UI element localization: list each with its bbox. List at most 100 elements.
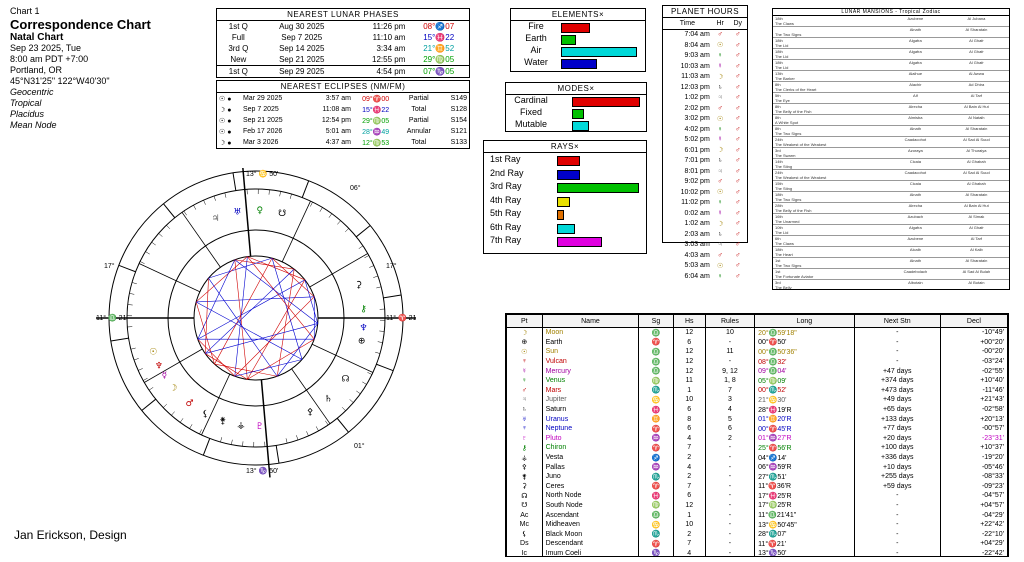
eclipse-position: 15°♓22 [362, 106, 390, 114]
rays-bars: 1st Ray 2nd Ray 3rd Ray 4th Ray 5th Ray 6th R… [484, 153, 646, 248]
day-ruler: ♂ [735, 199, 741, 207]
mansion-arabic: Al Ghafr [969, 60, 984, 65]
mansion-row: 6th Azubene Al Tarf [773, 236, 1009, 241]
planet-row: ☽ Moon ♎ 12 10 20°♎59'18" - -10°49' [506, 327, 1008, 338]
phase-position: 08°♐07 [423, 22, 455, 31]
planet-next-station: +100 days [853, 443, 941, 453]
aspect-line [276, 269, 295, 377]
mansion-arabic: Al Sharatain [965, 258, 988, 263]
planet-glyph: ☊ [506, 491, 543, 501]
degree-tick [148, 387, 154, 391]
planet-hours-title: PLANET HOURS [663, 6, 747, 18]
degree-tick [133, 358, 139, 361]
phase-time: 11:26 pm [372, 22, 406, 31]
mansion-name: The Clerks of the Heart [775, 87, 817, 92]
degree-tick [345, 228, 349, 233]
column-header: Dy [728, 18, 747, 30]
eclipse-saros: S128 [450, 106, 467, 113]
planet-house: 8 [672, 414, 706, 424]
planet-name: Vulcan [541, 356, 640, 367]
chart-info: Chart 1 Correspondence Chart Natal Chart… [10, 6, 151, 131]
planet-hour-row: 3:02 pm ☉ ♂ [663, 114, 747, 125]
planet-house: 6 [672, 404, 706, 415]
planet-sign: ♈ [638, 539, 674, 549]
mansion-name: The Lid [775, 65, 789, 70]
bar [557, 223, 575, 234]
eclipse-position: 29°♍05 [362, 117, 390, 125]
planet-glyph-icon: ⚶ [237, 421, 245, 431]
planet-longitude: 28°♏07' [754, 529, 855, 540]
mansion-name: The Claws [775, 21, 794, 26]
planet-house: 4 [672, 462, 706, 472]
mansion-latin: Cicaia [909, 181, 921, 186]
planet-hour-row: 12:03 pm ♄ ♂ [663, 82, 747, 93]
close-icon[interactable]: × [598, 10, 605, 19]
planet-next-station: - [853, 519, 941, 530]
mansion-name: The Swarm [775, 153, 796, 158]
planet-name: Pallas [541, 462, 640, 472]
eclipse-type: Partial [408, 117, 429, 124]
aspect-line [247, 256, 305, 281]
degree-tick [369, 265, 374, 268]
degree-tick [367, 372, 373, 375]
eclipse-icon: ☽ ● [219, 139, 232, 147]
planet-glyph-icon: ⚳ [355, 281, 362, 291]
phase-date: Sep 21 2025 [279, 55, 325, 64]
planet-glyph-icon: ♃ [212, 214, 220, 224]
phase-time: 12:55 pm [372, 55, 406, 64]
mansion-row: The Claws [773, 241, 1009, 247]
planet-row: Ic Imum Coeli ♑ 4-13°♑50' - -22°42' [506, 548, 1008, 556]
eclipse-saros: S121 [450, 128, 467, 135]
degree-tick [129, 293, 135, 295]
mansion-row: 13th Alaihue Al Awwa [773, 71, 1009, 76]
planet-glyph-icon: ♀ [256, 206, 263, 216]
mansion-row: 1st Caadebolach Al Sad Al Bulah [773, 269, 1009, 274]
degree-tick [279, 191, 281, 197]
phase-position: 15°♓22 [423, 33, 455, 42]
planet-hour-row: 5:03 am ☉ ♂ [663, 261, 747, 272]
degree-tick [139, 261, 145, 264]
hour-ruler: ♄ [717, 230, 723, 238]
degree-tick [325, 420, 329, 426]
bar-row: 1st Ray [484, 153, 646, 167]
day-ruler: ♂ [735, 115, 741, 123]
cusp-label: 11° ♈ 21' [386, 313, 416, 322]
mansion-row: The Sting [773, 164, 1009, 170]
mansion-row: The Lid [773, 65, 1009, 71]
hour-time: 1:02 pm [684, 94, 710, 102]
planet-declination: +20°13' [939, 414, 1008, 424]
column-header: Sg [638, 314, 674, 328]
mansion-row: 24th Caadacohot Al Sad Al Suud [773, 170, 1009, 175]
mansion-row: 18th Algafra Al Ghafr [773, 60, 1009, 65]
eclipse-icon: ☽ ● [219, 106, 232, 114]
aspect-line [204, 278, 209, 354]
hour-ruler: ♀ [717, 125, 723, 133]
mansion-row: 18th Alnath Al Sharatain [773, 192, 1009, 197]
planet-hour-row: 4:03 am ♂ ♂ [663, 250, 747, 261]
elements-bars: Fire Earth Air Water [511, 21, 645, 69]
hour-time: 10:02 pm [680, 188, 710, 196]
degree-tick [362, 381, 367, 385]
mansion-arabic: Ad Dhira [968, 82, 985, 87]
mansion-latin [887, 285, 944, 289]
chart-coords: 45°N31'25" 122°W40'30" [10, 76, 110, 86]
close-icon[interactable]: × [589, 84, 595, 93]
close-icon[interactable]: × [574, 142, 580, 151]
aspect-line [195, 301, 215, 365]
hour-ruler: ☽ [717, 73, 724, 81]
eclipse-row: ☉ ● Mar 29 2025 3:57 am 09°♈00 Partial S149 [217, 93, 469, 104]
planet-row: ♄ Saturn ♓ 6 4 28°♓19'R +65 days -02°58' [506, 404, 1008, 415]
bar [557, 156, 580, 166]
planet-hour-row: 11:03 am ☽ ♂ [663, 72, 747, 83]
lunar-mansions-panel: LUNAR MANSIONS - Tropical Zodiac 18th Azu… [772, 8, 1010, 290]
planet-glyph: ☉ [506, 347, 543, 357]
column-header: Hr [711, 18, 729, 30]
mansion-row: The Belly of the Fish [773, 109, 1009, 115]
planet-next-station: - [853, 500, 941, 511]
planet-sign: ♎ [638, 347, 674, 357]
bar [561, 47, 637, 57]
eclipse-icon: ☉ ● [219, 117, 232, 125]
eclipse-time: 12:54 pm [321, 117, 351, 124]
planet-rules: - [704, 462, 756, 472]
mansion-latin: Alrecha [908, 203, 923, 208]
